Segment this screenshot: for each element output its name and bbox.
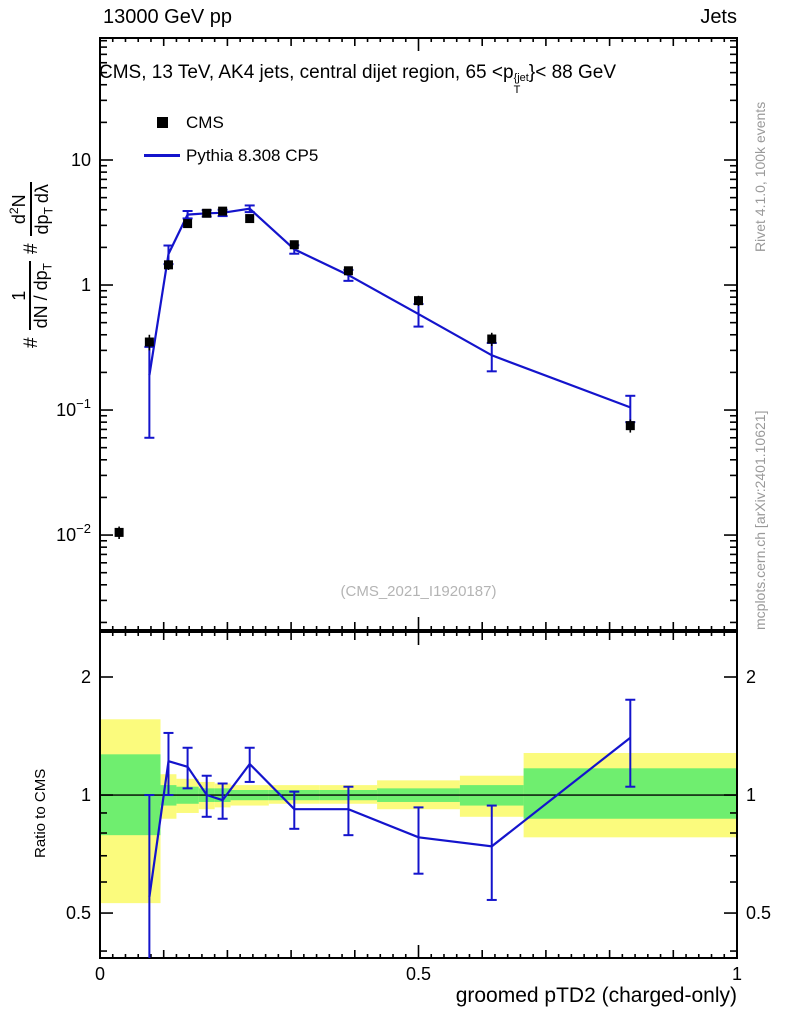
ratio-y-tick-label-left: 2 (81, 667, 91, 687)
ratio-y-tick-label-right: 0.5 (746, 903, 771, 923)
data-point-marker (245, 214, 255, 224)
data-point-marker (343, 266, 353, 276)
x-tick-label: 0.5 (406, 964, 431, 984)
x-tick-label: 0 (95, 964, 105, 984)
plot-title: CMS, 13 TeV, AK4 jets, central dijet reg… (99, 62, 617, 96)
data-point-marker (218, 206, 228, 216)
ylabel-frac2-den-text: dp (31, 214, 52, 235)
legend-label-cms: CMS (186, 112, 224, 132)
main-panel-series (114, 204, 636, 539)
y-axis-label: # 1 dN / dpT # d2N dpTdλ (7, 182, 56, 348)
legend-marker-cell (142, 117, 182, 128)
jets-group-label: Jets (700, 6, 737, 28)
data-point-marker (163, 260, 173, 270)
cms-square-marker-icon (156, 117, 168, 128)
pt-jet-notation: {jet T (513, 72, 529, 96)
ratio-y-tick-label-right: 1 (746, 785, 756, 805)
main-y-tick-label: 10 (71, 150, 91, 170)
data-point-marker (202, 208, 212, 218)
pythia-line-marker-icon (144, 154, 180, 157)
ylabel-frac2-den-text2: dλ (31, 184, 52, 204)
pt-jet-subscript: T (513, 83, 521, 96)
pt-jet-superscript: {jet (513, 72, 529, 84)
ratio-y-tick-label-left: 0.5 (66, 903, 91, 923)
prediction-line (148, 207, 631, 409)
data-point-marker (414, 296, 423, 306)
legend: CMS Pythia 8.308 CP5 (142, 106, 318, 172)
ylabel-fraction-2: d2N dpTdλ (7, 182, 56, 237)
ylabel-frac2-num-sup: 2 (7, 207, 21, 215)
axis-ticks (99, 38, 738, 958)
x-axis-label: groomed pTD2 (charged-only) (455, 984, 737, 1007)
beam-energy-label: 13000 GeV pp (103, 6, 232, 28)
ratio-panel-series (144, 698, 636, 958)
x-tick-label: 1 (732, 964, 742, 984)
ylabel-frac1-den-text: dN / dp (31, 270, 52, 329)
data-point-marker (625, 421, 635, 431)
analysis-id-watermark: (CMS_2021_I1920187) (340, 583, 497, 600)
legend-label-pythia: Pythia 8.308 CP5 (186, 145, 319, 165)
ylabel-frac2-num-text: d (9, 214, 29, 225)
main-y-tick-label: 10−1 (56, 396, 91, 420)
main-y-tick-label: 10−2 (56, 521, 91, 545)
ratio-axis-label: Ratio to CMS (32, 768, 49, 858)
ylabel-frac1-den-sub: T (40, 263, 55, 271)
tick-labels: 10 1 10−1 10−2 0.5 0.5 1 1 2 2 0 0.5 1 (56, 150, 771, 984)
legend-marker-cell (142, 154, 182, 157)
plot-title-text-pre: CMS, 13 TeV, AK4 jets, central dijet reg… (99, 62, 514, 83)
ylabel-frac2-numerator: d2N (7, 182, 32, 237)
rivet-version-note: Rivet 4.1.0, 100k events (752, 101, 768, 252)
data-point-marker (114, 527, 124, 537)
ratio-y-tick-label-right: 2 (746, 667, 756, 687)
ylabel-frac2-den-sub: T (41, 207, 56, 215)
data-point-marker (144, 337, 154, 347)
ylabel-frac2-denominator: dpTdλ (32, 182, 56, 236)
main-y-tick-label: 1 (81, 275, 91, 295)
prediction-line (148, 736, 631, 897)
ylabel-frac2-num-text2: N (9, 194, 29, 208)
data-point-marker (487, 334, 497, 344)
mcplots-arxiv-note: mcplots.cern.ch [arXiv:2401.10621] (752, 410, 768, 630)
plot-title-text-post: }< 88 GeV (528, 62, 617, 83)
data-point-marker (183, 219, 193, 229)
data-point-marker (289, 240, 299, 250)
ylabel-fraction-1: 1 dN / dpT (8, 261, 56, 331)
ylabel-hash-2: # (21, 243, 43, 255)
ylabel-frac1-numerator: 1 (8, 261, 32, 331)
legend-item-cms: CMS (142, 106, 318, 139)
ratio-y-tick-label-left: 1 (81, 785, 91, 805)
ylabel-hash-1: # (21, 337, 43, 348)
legend-item-pythia: Pythia 8.308 CP5 (142, 139, 318, 172)
ylabel-frac1-denominator: dN / dpT (31, 261, 55, 330)
